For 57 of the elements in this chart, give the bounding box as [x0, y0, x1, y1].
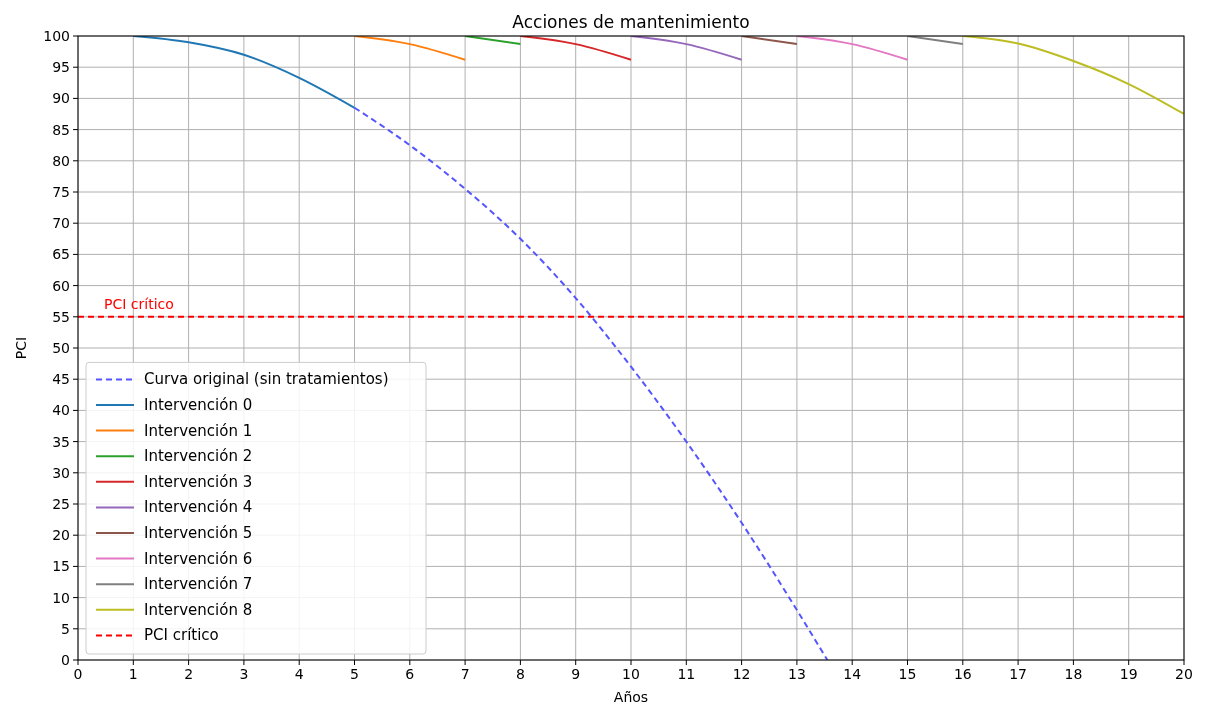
y-tick-label: 100: [43, 28, 70, 44]
x-tick-label: 19: [1119, 666, 1138, 682]
x-tick-label: 15: [898, 666, 917, 682]
legend-label: Intervención 1: [144, 421, 253, 440]
legend-label: PCI crítico: [144, 626, 219, 645]
y-tick-label: 40: [52, 402, 70, 419]
y-axis-title: PCI: [13, 336, 29, 360]
y-tick-label: 60: [52, 277, 70, 294]
x-tick-label: 20: [1175, 666, 1193, 682]
x-tick-label: 10: [622, 666, 640, 682]
y-tick-label: 80: [52, 152, 70, 169]
y-tick-label: 95: [52, 59, 70, 76]
annotation: PCI crítico: [104, 295, 174, 312]
legend-label: Intervención 7: [144, 575, 253, 594]
x-tick-label: 8: [515, 666, 525, 682]
y-tick-label: 35: [52, 433, 70, 450]
legend-label: Intervención 5: [144, 524, 253, 542]
x-tick-label: 7: [460, 666, 470, 682]
y-tick-label: 5: [61, 620, 70, 637]
x-tick-label: 2: [184, 666, 194, 682]
y-tick-label: 75: [52, 184, 70, 200]
x-tick-label: 11: [677, 666, 696, 682]
x-tick-label: 9: [571, 666, 581, 682]
legend-label: Curva original (sin tratamientos): [144, 370, 389, 389]
legend-label: Intervención 2: [144, 447, 253, 466]
y-tick-label: 90: [52, 90, 70, 107]
y-tick-label: 25: [52, 496, 70, 512]
y-tick-label: 10: [52, 589, 70, 606]
x-tick-label: 12: [732, 666, 751, 682]
y-tick-label: 50: [52, 340, 70, 356]
x-tick-label: 14: [843, 666, 862, 682]
x-tick-label: 3: [239, 666, 249, 682]
y-tick-label: 0: [61, 652, 70, 668]
legend-label: Intervención 4: [144, 498, 253, 517]
legend-label: Intervención 6: [144, 549, 253, 568]
x-tick-label: 18: [1064, 666, 1083, 682]
x-tick-label: 17: [1009, 666, 1028, 682]
chart-title: Acciones de mantenimiento: [512, 12, 750, 32]
y-tick-label: 65: [52, 246, 70, 263]
y-tick-label: 55: [52, 308, 70, 325]
legend-label: Intervención 0: [144, 396, 253, 414]
y-tick-label: 20: [52, 527, 70, 544]
x-tick-label: 16: [953, 666, 972, 682]
x-axis-title: Años: [613, 689, 649, 705]
x-tick-label: 0: [73, 666, 83, 682]
y-tick-label: 70: [52, 215, 70, 232]
x-tick-label: 13: [787, 666, 806, 682]
legend-label: Intervención 3: [144, 472, 253, 491]
y-tick-label: 45: [52, 371, 70, 388]
x-tick-label: 5: [350, 666, 359, 682]
y-tick-label: 85: [52, 121, 70, 138]
x-tick-label: 4: [294, 666, 304, 682]
x-tick-label: 6: [405, 666, 415, 682]
legend-label: Intervención 8: [144, 600, 253, 619]
x-tick-label: 1: [128, 666, 138, 682]
y-tick-label: 15: [52, 558, 70, 575]
y-tick-label: 30: [52, 464, 70, 481]
